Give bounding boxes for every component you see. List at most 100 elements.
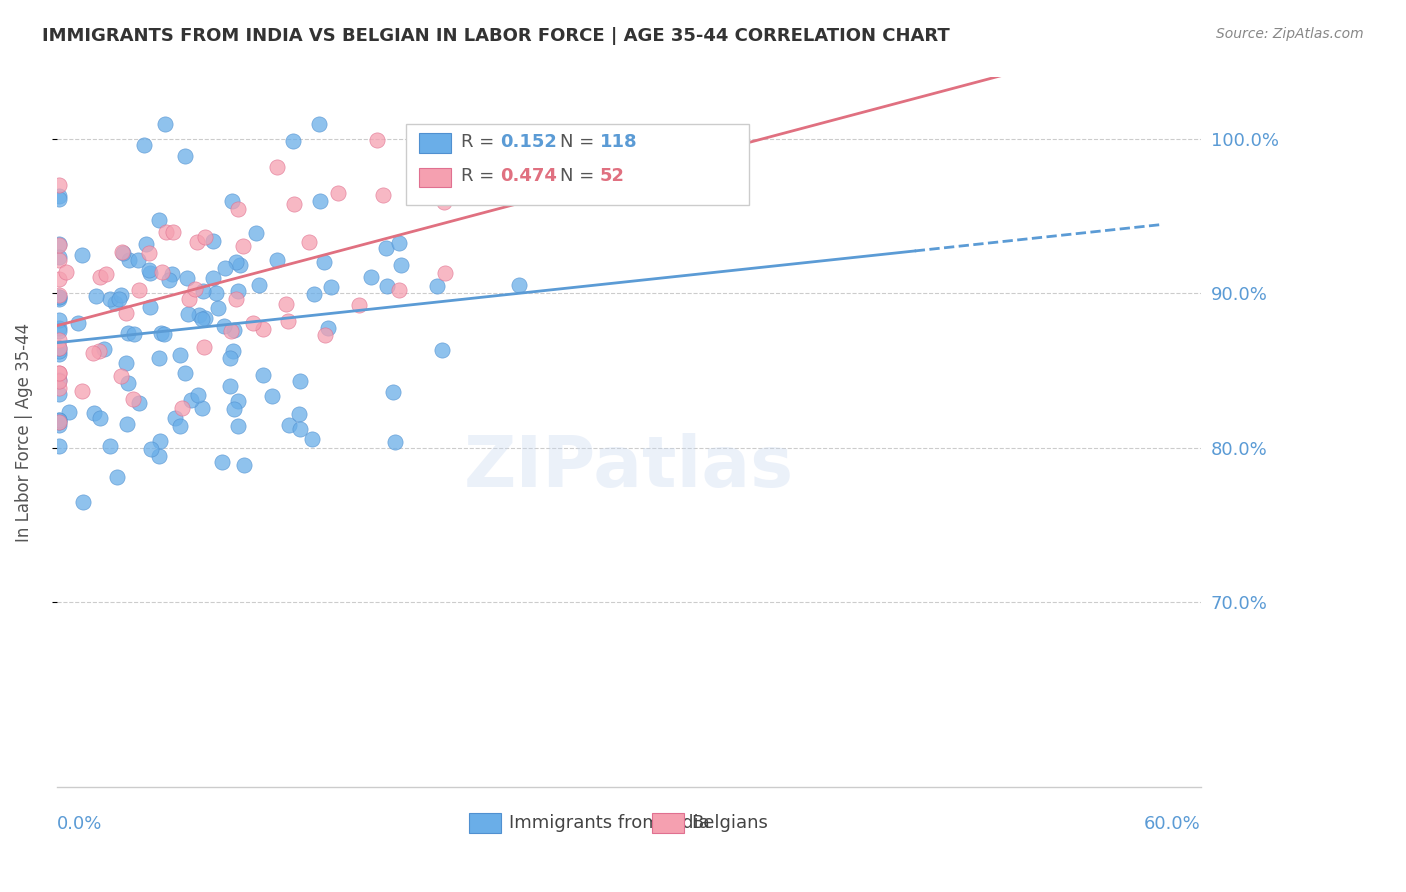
FancyBboxPatch shape xyxy=(419,168,451,187)
Point xyxy=(153,326,176,341)
Point xyxy=(48,333,70,347)
Point xyxy=(96,267,118,281)
Point xyxy=(72,384,94,398)
Point xyxy=(174,366,197,380)
Text: Belgians: Belgians xyxy=(692,814,769,832)
Point xyxy=(138,262,160,277)
Point xyxy=(48,290,70,304)
Point xyxy=(48,250,70,264)
Point xyxy=(48,238,70,252)
Point xyxy=(86,289,108,303)
Point xyxy=(228,284,250,298)
Point xyxy=(104,295,127,310)
Point xyxy=(202,235,225,249)
Point xyxy=(82,345,104,359)
Point xyxy=(308,117,330,131)
Point xyxy=(194,311,217,326)
Point xyxy=(170,401,193,415)
Point xyxy=(371,187,394,202)
Point xyxy=(139,266,162,280)
Point xyxy=(138,246,160,260)
Text: 0.0%: 0.0% xyxy=(56,815,103,833)
Point xyxy=(266,253,288,268)
Point xyxy=(141,442,163,457)
Point xyxy=(360,270,382,285)
Point xyxy=(148,449,170,463)
FancyBboxPatch shape xyxy=(651,814,683,833)
Point xyxy=(194,229,217,244)
Text: 118: 118 xyxy=(600,133,638,151)
Point xyxy=(149,326,172,340)
Point xyxy=(245,226,267,240)
Point xyxy=(193,340,215,354)
Text: N =: N = xyxy=(560,133,600,151)
Point xyxy=(187,388,209,402)
Point xyxy=(281,135,304,149)
Point xyxy=(48,236,70,251)
Point xyxy=(148,351,170,365)
Point xyxy=(433,266,456,280)
Point xyxy=(190,312,212,326)
Point xyxy=(134,138,156,153)
Point xyxy=(218,351,240,365)
Point xyxy=(89,269,111,284)
Point xyxy=(321,279,343,293)
Point xyxy=(115,356,138,370)
Text: R =: R = xyxy=(461,167,499,185)
Point xyxy=(214,260,236,275)
Point xyxy=(155,225,177,239)
FancyBboxPatch shape xyxy=(405,124,749,205)
Point xyxy=(48,415,70,429)
Point xyxy=(128,396,150,410)
Point xyxy=(162,225,184,239)
Point xyxy=(48,192,70,206)
Point xyxy=(48,188,70,202)
Text: Source: ZipAtlas.com: Source: ZipAtlas.com xyxy=(1216,27,1364,41)
Point xyxy=(288,422,311,436)
Point xyxy=(252,368,274,383)
Point xyxy=(48,413,70,427)
Point xyxy=(174,149,197,163)
Point xyxy=(48,415,70,429)
Text: 52: 52 xyxy=(600,167,626,185)
Point xyxy=(377,279,399,293)
Point xyxy=(48,321,70,335)
Point xyxy=(260,388,283,402)
Point xyxy=(283,196,305,211)
Point xyxy=(326,186,349,200)
Point xyxy=(314,327,336,342)
Point xyxy=(224,323,246,337)
Point xyxy=(433,195,456,210)
Text: N =: N = xyxy=(560,167,600,185)
Point xyxy=(388,235,411,250)
Text: Immigrants from India: Immigrants from India xyxy=(509,814,709,832)
Point xyxy=(55,265,77,279)
Point xyxy=(117,326,139,340)
Point xyxy=(117,376,139,391)
Point xyxy=(508,278,530,293)
FancyBboxPatch shape xyxy=(468,814,501,833)
Point xyxy=(48,271,70,285)
Point xyxy=(117,417,139,431)
Point xyxy=(98,440,121,454)
Point xyxy=(48,418,70,433)
Point xyxy=(155,117,177,131)
Point xyxy=(48,290,70,304)
Point xyxy=(87,343,110,358)
Point xyxy=(221,194,243,208)
Point xyxy=(48,341,70,355)
Point xyxy=(226,202,249,217)
Point xyxy=(67,316,90,330)
Point xyxy=(252,322,274,336)
Point xyxy=(384,435,406,450)
Point xyxy=(205,285,228,300)
Point xyxy=(112,246,135,260)
Point xyxy=(176,271,198,285)
Point xyxy=(226,419,249,434)
Text: 60.0%: 60.0% xyxy=(1144,815,1201,833)
Point xyxy=(388,284,411,298)
Point xyxy=(430,343,453,358)
Point xyxy=(108,292,131,306)
Point xyxy=(426,279,449,293)
Point xyxy=(98,292,121,306)
